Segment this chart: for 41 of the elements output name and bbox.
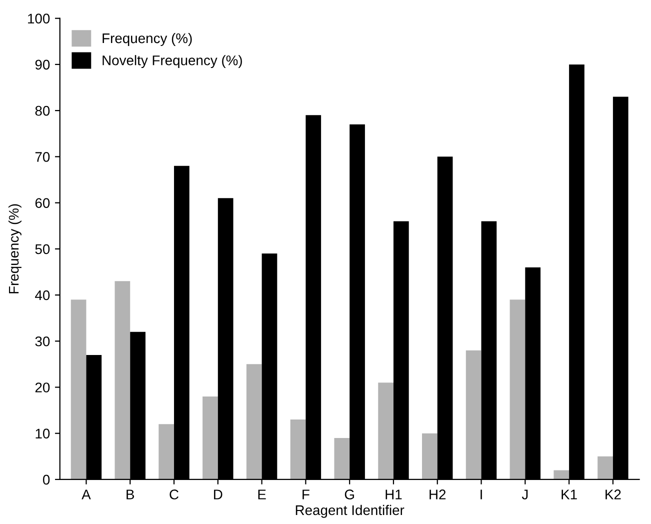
- y-tick-label: 10: [36, 428, 50, 439]
- y-tick-label: 50: [35, 244, 50, 254]
- bar: [598, 456, 613, 480]
- y-tick-label: 70: [35, 152, 50, 162]
- bar: [114, 281, 130, 480]
- bar: [334, 438, 350, 480]
- x-tick-label: G: [344, 490, 354, 500]
- y-tick-label: 40: [35, 290, 50, 300]
- y-tick-label: 80: [35, 106, 50, 116]
- y-tick-label: 90: [35, 60, 50, 70]
- legend-label: Novelty Frequency (%): [102, 55, 242, 68]
- x-tick-label: F: [302, 490, 310, 500]
- y-axis-title: Frequency (%): [8, 204, 22, 294]
- legend-label: Frequency (%): [102, 32, 192, 46]
- x-tick-label: D: [214, 490, 222, 500]
- bar: [246, 364, 262, 480]
- bar: [422, 433, 438, 480]
- x-tick-label: A: [82, 490, 91, 500]
- x-tick-label: I: [480, 490, 482, 500]
- bar: [378, 382, 394, 480]
- bar: [158, 424, 174, 480]
- x-axis-title: Reagent Identifier: [296, 504, 404, 518]
- bar: [70, 300, 86, 480]
- x-tick-label: H2: [430, 490, 446, 500]
- y-tick-label: 20: [35, 382, 50, 392]
- x-tick-label: B: [126, 490, 134, 500]
- x-tick-label: H1: [386, 490, 402, 500]
- x-tick-label: K2: [606, 490, 621, 500]
- y-tick-label: 0: [42, 474, 50, 485]
- x-tick-label: J: [522, 490, 528, 500]
- bar: [466, 350, 482, 480]
- bar: [202, 396, 218, 480]
- bar: [554, 470, 570, 480]
- bar: [510, 300, 526, 480]
- x-tick-label: E: [258, 490, 266, 500]
- x-tick-label: K1: [562, 490, 577, 500]
- x-tick-label: C: [170, 490, 178, 500]
- y-tick-label: 100: [28, 14, 50, 24]
- y-tick-label: 60: [35, 198, 50, 208]
- y-tick-label: 30: [35, 336, 50, 346]
- bar: [290, 420, 306, 480]
